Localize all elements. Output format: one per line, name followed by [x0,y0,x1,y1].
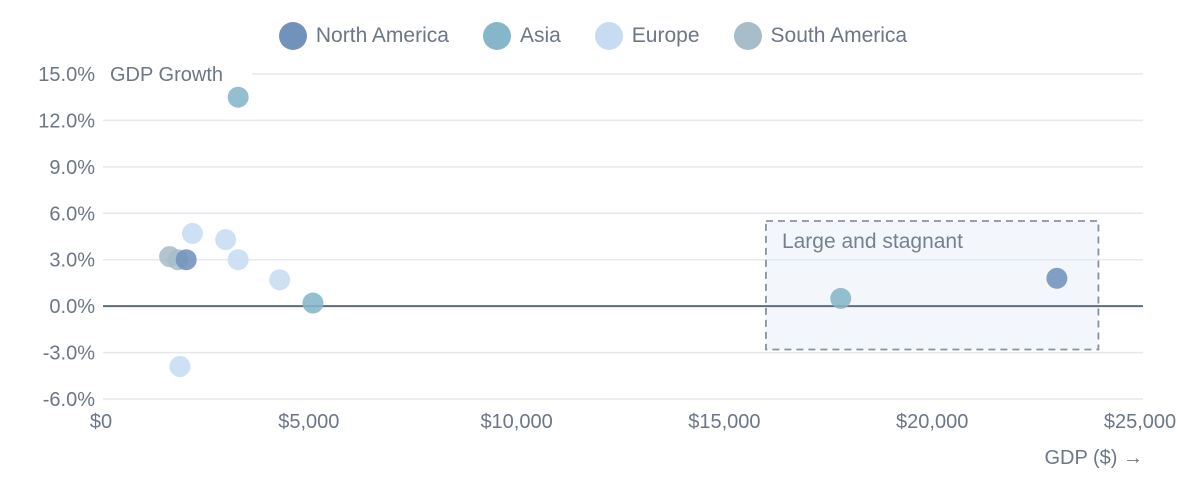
legend-item-south-america: South America [733,22,908,50]
x-tick-label: $5,000 [278,411,339,433]
y-tick-label: 12.0% [38,110,95,132]
y-tick-label: 3.0% [49,250,95,272]
point-europe [227,249,249,271]
point-europe [269,269,291,291]
x-axis-title: GDP ($) → [1044,447,1143,469]
y-tick-label: 15.0% [38,64,95,86]
legend-swatch-icon [482,22,511,50]
legend-label: Europe [631,24,700,47]
y-tick-label: -3.0% [43,343,95,365]
legend-swatch-icon [594,22,623,50]
legend-label: North America [315,24,449,47]
annotation-box [765,220,1100,351]
legend-item-north-america: North America [278,22,449,50]
x-tick-label: $0 [90,411,112,433]
legend: North America Asia Europe South America [0,22,1186,50]
point-north-america [175,249,197,271]
point-north-america [1046,267,1068,289]
legend-item-europe: Europe [594,22,700,50]
legend-item-asia: Asia [482,22,561,50]
y-axis-title: GDP Growth [110,64,223,86]
x-tick-label: $15,000 [688,411,760,433]
y-tick-label: -6.0% [43,389,95,411]
legend-swatch-icon [733,22,762,50]
annotation-label: Large and stagnant [782,230,963,253]
x-tick-label: $25,000 [1104,411,1176,433]
point-europe [215,229,237,251]
point-europe [181,222,203,244]
point-asia [227,86,249,108]
y-tick-label: 6.0% [49,203,95,225]
legend-swatch-icon [278,22,307,50]
point-asia [302,292,324,314]
point-europe [169,356,191,377]
x-tick-label: $10,000 [480,411,552,433]
y-tick-label: 0.0% [49,296,95,318]
legend-label: Asia [519,24,561,47]
x-tick-label: $20,000 [896,411,968,433]
legend-label: South America [770,24,908,47]
y-tick-label: 9.0% [49,157,95,179]
point-asia [830,287,852,309]
